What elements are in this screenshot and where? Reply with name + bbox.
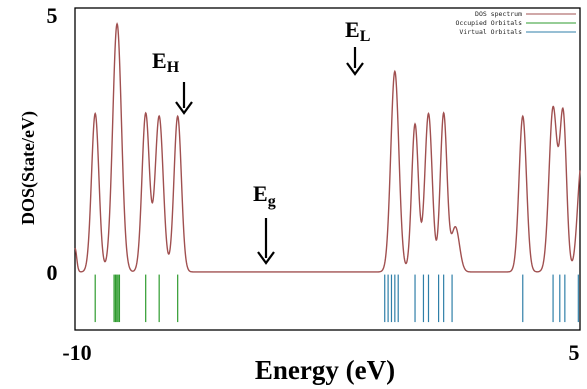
annotation-homo: EH xyxy=(152,48,193,115)
dos-spectrum-line xyxy=(74,22,581,273)
annotation-lumo-arrow-head xyxy=(346,62,364,76)
annotation-gap-arrow-head xyxy=(257,251,275,265)
annotation-lumo: EL xyxy=(345,17,370,76)
legend-label-dos: DOS spectrum xyxy=(475,10,522,18)
annotation-homo-arrow-head xyxy=(175,101,193,115)
x-axis-title: Energy (eV) xyxy=(255,355,395,385)
annotation-gap: Eg xyxy=(253,181,276,265)
orbital-levels xyxy=(94,274,579,323)
annotation-homo-label: EH xyxy=(152,48,180,76)
plot-frame xyxy=(74,7,581,331)
legend: DOS spectrum Occupied Orbitals Virtual O… xyxy=(455,10,576,36)
legend-label-virtual: Virtual Orbitals xyxy=(459,28,522,36)
y-tick-label-5: 5 xyxy=(47,3,58,28)
y-tick-label-0: 0 xyxy=(47,260,58,285)
x-tick-label-max: 5 xyxy=(569,340,580,365)
x-tick-label-min: -10 xyxy=(62,340,91,365)
y-axis-title: DOS(State/eV) xyxy=(18,111,39,225)
annotation-gap-label: Eg xyxy=(253,181,276,210)
legend-label-occupied: Occupied Orbitals xyxy=(455,19,522,27)
annotation-lumo-label: EL xyxy=(345,17,370,45)
